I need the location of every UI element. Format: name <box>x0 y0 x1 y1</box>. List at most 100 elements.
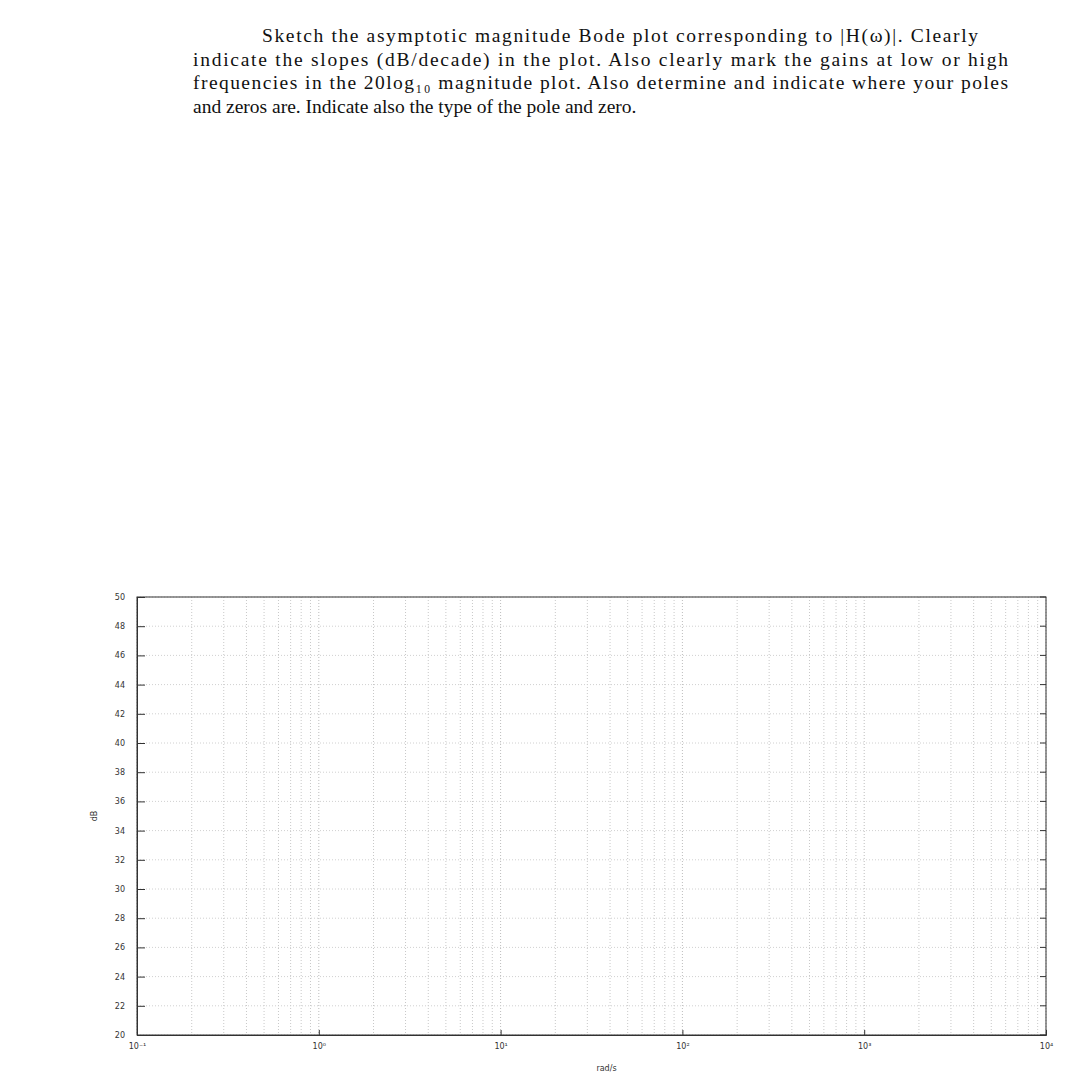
y-tick: 48 <box>115 622 145 631</box>
x-tick: 10⁰ <box>313 1030 326 1051</box>
y-tick-label: 40 <box>115 739 125 748</box>
x-minor-grid-line <box>587 597 588 1035</box>
y-tick-mark-right <box>1040 684 1046 685</box>
x-minor-grid-line <box>1028 597 1029 1035</box>
y-tick-mark-right <box>1040 830 1046 831</box>
x-tick-mark <box>682 1030 683 1035</box>
y-tick: 34 <box>115 827 145 836</box>
x-grid-line <box>864 597 865 1035</box>
y-tick: 24 <box>115 973 145 982</box>
y-tick-label: 26 <box>115 943 125 952</box>
y-axis-line <box>138 598 146 1036</box>
y-tick: 32 <box>115 856 145 865</box>
y-tick-mark <box>137 918 145 919</box>
y-tick-mark-right <box>1040 743 1046 744</box>
title-line: and zeros are. Indicate also the type of… <box>193 96 636 117</box>
x-minor-grid-line <box>223 597 224 1035</box>
y-tick-mark <box>137 801 145 802</box>
x-minor-grid-line <box>310 597 311 1035</box>
y-tick-mark <box>137 977 145 978</box>
y-tick-label: 32 <box>115 856 125 865</box>
y-grid-line <box>137 947 1046 948</box>
x-minor-grid-line <box>769 597 770 1035</box>
x-minor-grid-line <box>428 597 429 1035</box>
y-tick-mark-right <box>1040 772 1046 773</box>
x-tick-mark <box>319 1030 320 1035</box>
y-grid-line <box>137 626 1046 627</box>
y-grid-line <box>137 743 1046 744</box>
x-tick: 10³ <box>858 1030 871 1051</box>
y-tick-label: 22 <box>115 1002 125 1011</box>
y-tick: 50 <box>115 593 145 602</box>
y-tick: 20 <box>115 1031 145 1040</box>
y-tick-label: 46 <box>115 651 125 660</box>
y-grid-line <box>137 859 1046 860</box>
y-tick-mark-right <box>1040 1005 1046 1006</box>
y-tick: 36 <box>115 797 145 806</box>
y-tick-label: 24 <box>115 973 125 982</box>
x-grid-line <box>682 597 683 1035</box>
x-grid-line <box>318 597 319 1035</box>
x-tick-label: 10⁴ <box>1040 1042 1053 1051</box>
chart: Sketch the asymptotic magnitude Bode plo… <box>0 0 1066 1085</box>
x-tick-mark <box>864 1030 865 1035</box>
y-tick-mark-right <box>1040 859 1046 860</box>
x-minor-grid-line <box>191 597 192 1035</box>
x-minor-grid-line <box>1017 597 1018 1035</box>
y-grid-line <box>137 918 1046 919</box>
x-minor-grid-line <box>492 597 493 1035</box>
y-tick-mark <box>137 947 145 948</box>
x-minor-grid-line <box>482 597 483 1035</box>
x-tick-mark <box>501 1030 502 1035</box>
plot-frame <box>137 597 1046 1035</box>
x-minor-grid-line <box>373 597 374 1035</box>
y-tick: 40 <box>115 739 145 748</box>
y-grid-line <box>137 801 1046 802</box>
y-tick-mark <box>137 685 145 686</box>
grid <box>137 597 1046 1035</box>
x-minor-grid-line <box>278 597 279 1035</box>
x-minor-grid-line <box>1005 597 1006 1035</box>
y-tick: 44 <box>115 681 145 690</box>
y-grid-line <box>137 976 1046 977</box>
x-minor-grid-line <box>246 597 247 1035</box>
x-minor-grid-line <box>460 597 461 1035</box>
x-grid-line <box>500 597 501 1035</box>
x-tick: 10² <box>676 1030 689 1051</box>
x-minor-grid-line <box>290 597 291 1035</box>
x-minor-grid-line <box>654 597 655 1035</box>
x-minor-grid-line <box>472 597 473 1035</box>
x-minor-grid-line <box>405 597 406 1035</box>
y-tick: 26 <box>115 943 145 952</box>
x-minor-grid-line <box>674 597 675 1035</box>
title: Sketch the asymptotic magnitude Bode plo… <box>193 25 1008 117</box>
x-minor-grid-line <box>445 597 446 1035</box>
y-tick-label: 50 <box>115 593 125 602</box>
x-minor-grid-line <box>823 597 824 1035</box>
x-minor-grid-line <box>791 597 792 1035</box>
x-minor-grid-line <box>973 597 974 1035</box>
x-minor-grid-line <box>642 597 643 1035</box>
y-tick-label: 28 <box>115 914 125 923</box>
x-minor-grid-line <box>627 597 628 1035</box>
y-tick: 38 <box>115 768 145 777</box>
y-grid-line <box>137 655 1046 656</box>
y-tick-mark-right <box>1040 626 1046 627</box>
y-tick-mark <box>137 860 145 861</box>
x-tick-label: 10¹ <box>494 1042 507 1051</box>
y-tick-mark <box>137 626 145 627</box>
y-grid-line <box>137 1005 1046 1006</box>
y-tick-label: 38 <box>115 768 125 777</box>
title-line: Sketch the asymptotic magnitude Bode plo… <box>262 25 978 47</box>
x-minor-grid-line <box>836 597 837 1035</box>
x-minor-grid-line <box>991 597 992 1035</box>
y-tick: 46 <box>115 651 145 660</box>
x-axis-title: rad/s <box>596 1064 616 1073</box>
y-axis-title: dB <box>90 811 99 822</box>
y-tick-mark-right <box>1040 889 1046 890</box>
y-tick-mark-right <box>1040 713 1046 714</box>
title-line: frequencies in the 20log₁₀ magnitude plo… <box>193 72 1008 93</box>
y-tick-mark <box>137 714 145 715</box>
y-tick-mark <box>137 655 145 656</box>
y-tick-mark <box>137 1006 145 1007</box>
